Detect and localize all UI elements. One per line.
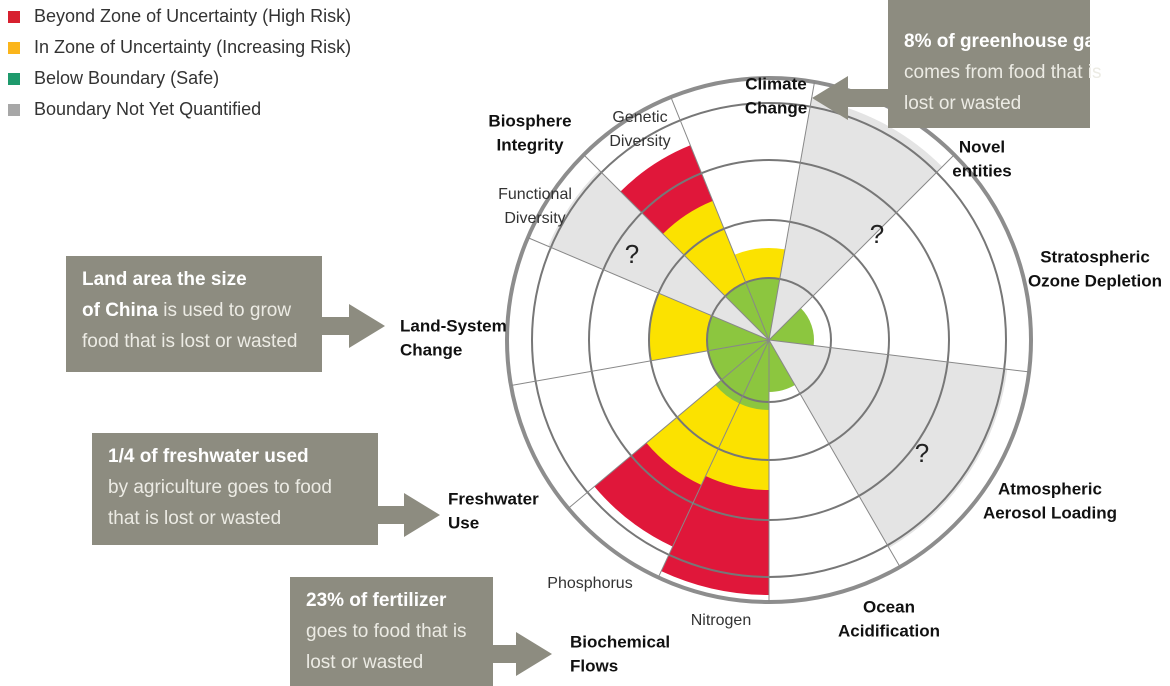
callout-text: food that is lost or wasted xyxy=(82,331,297,352)
spoke xyxy=(768,154,955,341)
callout-span: goes to food that is xyxy=(306,621,467,642)
callout-text: 1/4 of freshwater used xyxy=(108,446,309,467)
legend-label: Beyond Zone of Uncertainty (High Risk) xyxy=(34,6,351,26)
callout-text: comes from food that is xyxy=(904,62,1101,83)
boundary-label: Integrity xyxy=(496,135,564,154)
callout-span: of China xyxy=(82,300,158,321)
unknown-mark: ? xyxy=(625,239,639,269)
callout-text: 8% of greenhouse gases xyxy=(904,31,1127,52)
spoke xyxy=(768,339,1030,373)
spoke xyxy=(567,339,770,509)
spoke xyxy=(768,339,901,568)
legend-swatch xyxy=(8,104,20,116)
callout-box xyxy=(92,433,378,545)
callout-span: lost or wasted xyxy=(306,652,423,673)
boundary-label: Use xyxy=(448,513,479,532)
boundary-label: Change xyxy=(400,340,462,359)
sub-label: Phosphorus xyxy=(547,575,632,592)
legend-label: In Zone of Uncertainty (Increasing Risk) xyxy=(34,37,351,57)
grey-sector xyxy=(769,98,943,340)
callout-span: lost or wasted xyxy=(904,93,1021,114)
callout-text: of China is used to grow xyxy=(82,300,291,321)
callout-arrow xyxy=(493,632,552,676)
callout-arrow xyxy=(322,304,385,348)
boundary-label: Novel xyxy=(959,137,1005,156)
green-sector xyxy=(707,340,769,380)
sub-label: Diversity xyxy=(504,210,565,227)
spoke xyxy=(657,339,770,578)
spoke xyxy=(670,96,770,341)
callout-span: 1/4 of freshwater used xyxy=(108,446,309,467)
legend-swatch xyxy=(8,73,20,85)
callout-text: 23% of fertilizer xyxy=(306,590,447,611)
callout-span: 8% of greenhouse gases xyxy=(904,31,1127,52)
legend-label: Boundary Not Yet Quantified xyxy=(34,99,261,119)
callout-span: that is lost or wasted xyxy=(108,508,281,529)
green-sector xyxy=(707,315,769,351)
callout-box xyxy=(290,577,493,686)
boundary-label: Land-System xyxy=(400,316,507,335)
callout-text: by agriculture goes to food xyxy=(108,477,332,498)
callout-box xyxy=(888,0,1090,128)
spoke xyxy=(510,339,770,386)
boundary-label: Aerosol Loading xyxy=(983,503,1117,522)
callout-box xyxy=(66,256,322,372)
callout-text: lost or wasted xyxy=(904,93,1021,114)
boundary-label: Flows xyxy=(570,656,618,675)
green-sector xyxy=(769,308,814,346)
callout-arrow xyxy=(378,493,440,537)
boundary-label: Freshwater xyxy=(448,489,539,508)
boundary-label: Ocean xyxy=(863,597,915,616)
boundary-label: entities xyxy=(952,161,1012,180)
callout-span: Land area the size xyxy=(82,269,247,290)
legend-swatch xyxy=(8,11,20,23)
boundary-label: Stratospheric xyxy=(1040,247,1150,266)
callout-text: Land area the size xyxy=(82,269,247,290)
boundary-label: Biochemical xyxy=(570,632,670,651)
unknown-mark: ? xyxy=(870,219,884,249)
sub-label: Diversity xyxy=(609,133,670,150)
callout-span: 23% of fertilizer xyxy=(306,590,447,611)
sub-label: Functional xyxy=(498,186,572,203)
boundary-label: Ozone Depletion xyxy=(1028,271,1162,290)
boundary-label: Change xyxy=(745,98,807,117)
callout-text: that is lost or wasted xyxy=(108,508,281,529)
boundary-label: Atmospheric xyxy=(998,479,1102,498)
legend-swatch xyxy=(8,42,20,54)
sub-label: Genetic xyxy=(612,109,667,126)
boundary-label: Biosphere xyxy=(488,111,571,130)
grey-sector xyxy=(548,170,769,340)
green-sector xyxy=(739,340,769,410)
callout-span: comes from food that is xyxy=(904,62,1101,83)
callout-span: is used to grow xyxy=(158,300,291,321)
callout-text: goes to food that is xyxy=(306,621,467,642)
sub-label: Nitrogen xyxy=(691,612,751,629)
legend-label: Below Boundary (Safe) xyxy=(34,68,219,88)
callout-arrow xyxy=(812,76,888,120)
callout-text: lost or wasted xyxy=(306,652,423,673)
boundary-label: Acidification xyxy=(838,621,940,640)
boundary-label: Climate xyxy=(745,74,806,93)
spoke xyxy=(583,154,770,341)
unknown-mark: ? xyxy=(915,438,929,468)
green-sector xyxy=(725,282,769,340)
spoke xyxy=(527,237,770,341)
spoke xyxy=(768,81,815,341)
green-sector xyxy=(769,340,795,392)
callout-span: food that is lost or wasted xyxy=(82,331,297,352)
callout-span: by agriculture goes to food xyxy=(108,477,332,498)
